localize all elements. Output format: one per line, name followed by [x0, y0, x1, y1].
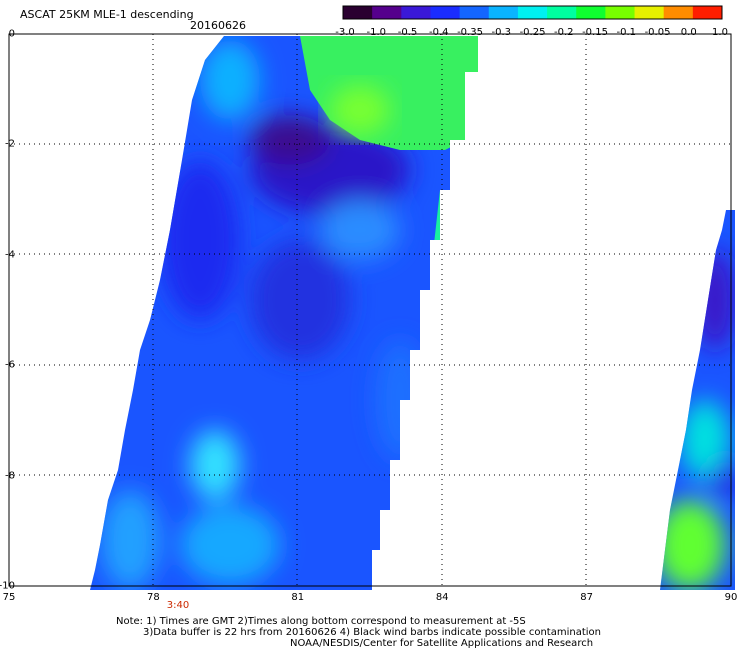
swath-east [660, 210, 735, 590]
map-date: 20160626 [190, 19, 246, 32]
colorbar-label: -3.0 [335, 27, 355, 38]
x-tick-label: 78 [147, 592, 160, 603]
note-line-1: Note: 1) Times are GMT 2)Times along bot… [116, 616, 526, 627]
note-line-2: 3)Data buffer is 22 hrs from 20160626 4)… [143, 627, 601, 638]
colorbar-swatch [343, 6, 373, 19]
colorbar-label: -0.35 [457, 27, 483, 38]
colorbar-swatch [430, 6, 461, 19]
colorbar-label: -0.4 [428, 27, 449, 38]
map-title: ASCAT 25KM MLE-1 descending [20, 8, 194, 21]
colorbar-border [342, 5, 723, 20]
colorbar-label: -0.05 [644, 27, 671, 38]
map-grid [9, 34, 731, 586]
colorbar-label: -0.15 [582, 27, 608, 38]
colorbar-label: -0.25 [519, 27, 546, 38]
note-line-3: NOAA/NESDIS/Center for Satellite Applica… [290, 638, 594, 649]
pass-time-label: 3:40 [166, 600, 190, 611]
colorbar-label: -0.1 [616, 27, 637, 38]
colorbar-swatch [517, 6, 548, 19]
map-frame [8, 33, 732, 587]
colorbar-label: -0.5 [397, 27, 418, 38]
colorbar-swatch [576, 6, 606, 19]
colorbar-swatch [663, 6, 694, 19]
colorbar-swatch [547, 6, 577, 19]
swath-west [90, 36, 478, 590]
colorbar-label: -0.2 [553, 27, 574, 38]
y-tick-label: 0 [8, 28, 15, 40]
colorbar-swatch [634, 6, 665, 19]
colorbar-label: 1.0 [712, 27, 728, 38]
colorbar-label: 0.0 [680, 27, 697, 38]
colorbar-swatch [459, 6, 490, 19]
x-tick-label: 84 [435, 592, 449, 603]
y-tick-label: -8 [5, 470, 15, 482]
colorbar [342, 5, 723, 20]
colorbar-swatch [605, 6, 636, 19]
colorbar-label: -1.0 [366, 27, 387, 38]
y-tick-label: -6 [5, 359, 15, 371]
x-tick-label: 81 [291, 592, 305, 603]
colorbar-swatch [372, 6, 402, 19]
x-tick-label: 90 [724, 592, 738, 603]
y-tick-label: -4 [5, 249, 15, 261]
y-tick-label: -2 [5, 138, 15, 150]
x-tick-label: 87 [580, 592, 593, 603]
colorbar-swatch [488, 6, 519, 19]
x-tick-label: 75 [2, 592, 16, 603]
colorbar-label: -0.3 [491, 27, 512, 38]
colorbar-swatch [401, 6, 431, 19]
y-tick-label: -10 [0, 580, 15, 592]
colorbar-swatch [692, 6, 723, 19]
